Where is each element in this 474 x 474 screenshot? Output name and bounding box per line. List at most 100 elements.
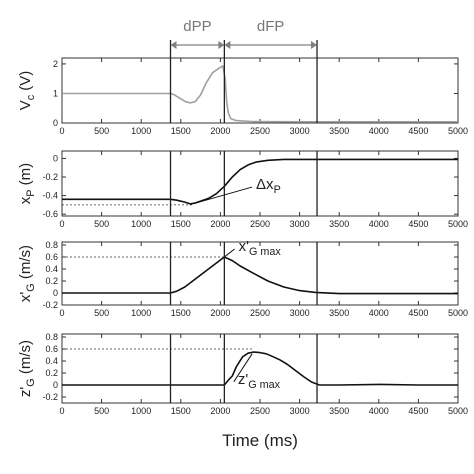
x-tick-label: 3500 <box>329 308 349 318</box>
phase-boundaries <box>169 40 318 403</box>
phase-header: dPP dFP <box>183 18 284 35</box>
phase-label-dfp: dFP <box>257 18 285 35</box>
dfp-arrow-head-right <box>311 41 318 49</box>
series-line-4 <box>62 351 458 386</box>
x-tick-label: 1500 <box>171 406 191 416</box>
x-tick-label: 2000 <box>210 406 230 416</box>
x-tick-label: 5000 <box>448 219 468 229</box>
panel-1: 0 1 2 0 500 1000 1500 2000 2500 3000 3500 4000 4500 5… <box>17 57 468 136</box>
annotation-main: Δx <box>256 176 274 193</box>
x-tick-label: 2000 <box>210 126 230 136</box>
y-axis-label-1: Vc (V) <box>17 71 37 111</box>
x-tick-label: 4000 <box>369 406 389 416</box>
y-axis-label-1-unit: (V) <box>17 71 34 95</box>
x-tick-label: 500 <box>94 219 109 229</box>
y-axis-label-2-main: x <box>17 196 34 204</box>
y-tick-label: 0.8 <box>45 332 58 342</box>
y-tick-label: -0.6 <box>42 209 58 219</box>
annotation-pointer <box>233 353 253 383</box>
y-tick-label: 0.4 <box>45 356 58 366</box>
panel-4: -0.200.20.40.60.80 500 1000 1500 2000 2500 300… <box>17 332 468 416</box>
y-tick-label: 0 <box>53 118 58 128</box>
x-tick-label: 500 <box>94 126 109 136</box>
x-axis-label: Time (ms) <box>222 431 298 450</box>
panel-4-frame <box>61 333 459 404</box>
y-tick-label: 1 <box>53 88 58 98</box>
y-tick-label: -0.2 <box>42 300 58 310</box>
y-axis-label-2: xP (m) <box>17 163 37 204</box>
phase-label-dpp: dPP <box>183 18 211 35</box>
dpp-arrow-head-right <box>218 41 225 49</box>
annotation-4: z'G max <box>238 371 281 391</box>
x-tick-label: 2500 <box>250 308 270 318</box>
x-tick-label: 5000 <box>448 308 468 318</box>
y-axis-label-1-main: V <box>17 100 34 110</box>
y-axis-label-1-sub: c <box>25 94 37 100</box>
series-line-3 <box>62 256 458 295</box>
y-axis-label-4-unit: (m/s) <box>17 340 34 378</box>
y-axis-label-3-unit: (m/s) <box>17 245 34 283</box>
x-tick-label: 4000 <box>369 219 389 229</box>
x-tick-label: 5000 <box>448 406 468 416</box>
x-tick-label: 3000 <box>290 126 310 136</box>
x-tick-label: 4000 <box>369 308 389 318</box>
y-tick-label: 2 <box>53 59 58 69</box>
x-tick-label: 1500 <box>171 126 191 136</box>
x-tick-label: 500 <box>94 308 109 318</box>
y-axis-label-4-main: z' <box>17 387 34 398</box>
series-line-1 <box>62 65 458 123</box>
y-tick-label: 0 <box>53 288 58 298</box>
y-tick-label: 0.6 <box>45 344 58 354</box>
panel-3-frame <box>61 241 459 306</box>
panel-3: -0.200.20.40.60.80 500 1000 1500 2000 2500 300… <box>17 238 468 318</box>
y-tick-label: 0.4 <box>45 264 58 274</box>
annotation-sub: P <box>274 184 281 196</box>
x-tick-label: 4500 <box>408 219 428 229</box>
x-tick-label: 0 <box>59 219 64 229</box>
annotation-main: z' <box>238 371 249 388</box>
y-tick-label: 0.6 <box>45 252 58 262</box>
x-tick-label: 0 <box>59 126 64 136</box>
x-tick-label: 3500 <box>329 219 349 229</box>
annotation-2: ΔxP <box>256 176 281 196</box>
x-tick-label: 0 <box>59 308 64 318</box>
x-tick-label: 5000 <box>448 126 468 136</box>
dpp-arrow-head-left <box>170 41 177 49</box>
x-tick-label: 1500 <box>171 219 191 229</box>
y-tick-label: 0 <box>53 153 58 163</box>
annotation-3: x'G max <box>239 238 282 258</box>
panel-1-frame <box>61 57 459 124</box>
y-tick-label: 0.8 <box>45 240 58 250</box>
y-tick-label: -0.2 <box>42 392 58 402</box>
y-axis-label-2-unit: (m) <box>17 163 34 190</box>
annotation-sub: G max <box>249 246 281 258</box>
y-tick-label: 0.2 <box>45 276 58 286</box>
x-tick-label: 1000 <box>131 308 151 318</box>
x-tick-label: 0 <box>59 406 64 416</box>
x-tick-label: 1000 <box>131 126 151 136</box>
x-tick-label: 2000 <box>210 219 230 229</box>
x-tick-label: 500 <box>94 406 109 416</box>
x-tick-label: 2500 <box>250 219 270 229</box>
y-axis-label-3-sub: G <box>25 283 37 291</box>
y-tick-label: 0 <box>53 380 58 390</box>
x-tick-label: 1000 <box>131 406 151 416</box>
x-tick-label: 3000 <box>290 406 310 416</box>
annotation-pointer <box>224 248 235 258</box>
series-line-2 <box>62 158 458 205</box>
x-tick-label: 2500 <box>250 406 270 416</box>
dfp-arrow-head-left <box>224 41 231 49</box>
y-axis-label-3-main: x' <box>17 292 34 303</box>
annotation-sub: G max <box>248 379 280 391</box>
x-tick-label: 4500 <box>408 126 428 136</box>
y-axis-label-4-sub: G <box>25 378 37 386</box>
x-tick-label: 2000 <box>210 308 230 318</box>
panel-2: 0-0.2-0.4-0.60 500 1000 1500 2000 2500 3000 350… <box>17 150 468 229</box>
y-tick-label: 0.2 <box>45 368 58 378</box>
x-tick-label: 4000 <box>369 126 389 136</box>
y-axis-label-4: z'G (m/s) <box>17 340 37 397</box>
x-tick-label: 3000 <box>290 219 310 229</box>
x-tick-label: 3500 <box>329 406 349 416</box>
x-tick-label: 1000 <box>131 219 151 229</box>
